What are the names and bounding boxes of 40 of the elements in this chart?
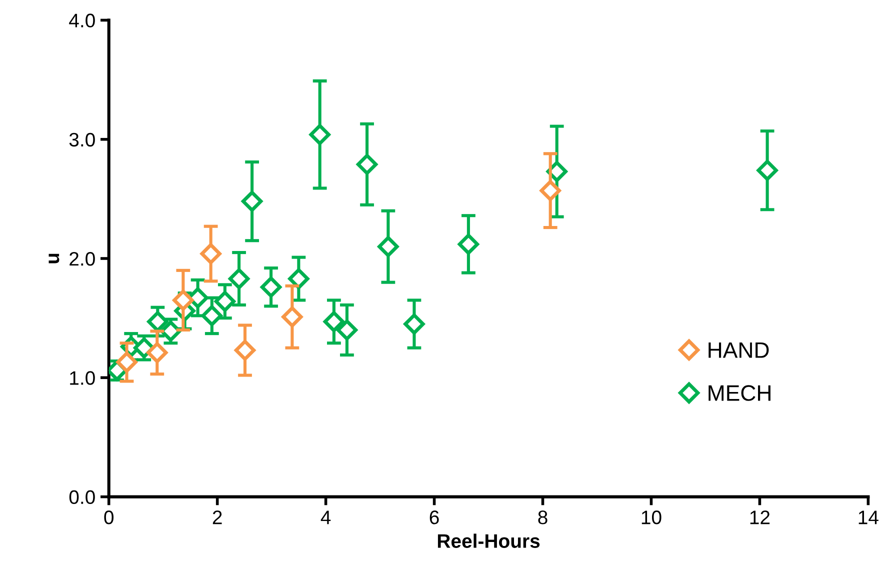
- y-tick-label: 1.0: [70, 371, 95, 385]
- x-axis-title: Reel-Hours: [438, 534, 540, 548]
- x-tick-label: 4: [320, 510, 331, 524]
- point: [172, 290, 194, 311]
- point: [458, 234, 480, 255]
- y-tick-label: 4.0: [69, 14, 95, 28]
- point: [160, 320, 182, 342]
- legend-label: MECH: [708, 385, 770, 401]
- legend-label: HAND: [708, 342, 769, 358]
- point: [241, 190, 263, 212]
- point: [323, 311, 345, 332]
- point: [540, 180, 561, 202]
- x-tick-label: 12: [750, 510, 770, 524]
- point: [260, 276, 282, 298]
- x-tick-label: 0: [104, 510, 114, 524]
- point: [146, 342, 168, 364]
- point: [187, 287, 208, 308]
- x-tick-label: 10: [642, 510, 662, 524]
- y-axis-title: u: [48, 254, 60, 264]
- point: [282, 306, 303, 328]
- point: [404, 313, 425, 335]
- x-tick-label: 14: [858, 510, 878, 524]
- point: [228, 268, 250, 290]
- point: [756, 160, 778, 181]
- point: [234, 340, 256, 361]
- x-tick-label: 8: [538, 510, 548, 524]
- point: [378, 236, 399, 258]
- y-tick-label: 2.0: [70, 252, 95, 266]
- x-tick-label: 6: [430, 510, 439, 524]
- point: [309, 124, 330, 146]
- point: [356, 154, 378, 175]
- point: [200, 243, 222, 264]
- point: [336, 319, 358, 341]
- x-tick-label: 2: [212, 510, 222, 524]
- y-tick-label: 0.0: [69, 490, 95, 504]
- point: [214, 290, 236, 312]
- y-tick-label: 3.0: [69, 132, 95, 147]
- point: [546, 160, 568, 182]
- point: [201, 305, 222, 326]
- point: [288, 268, 310, 290]
